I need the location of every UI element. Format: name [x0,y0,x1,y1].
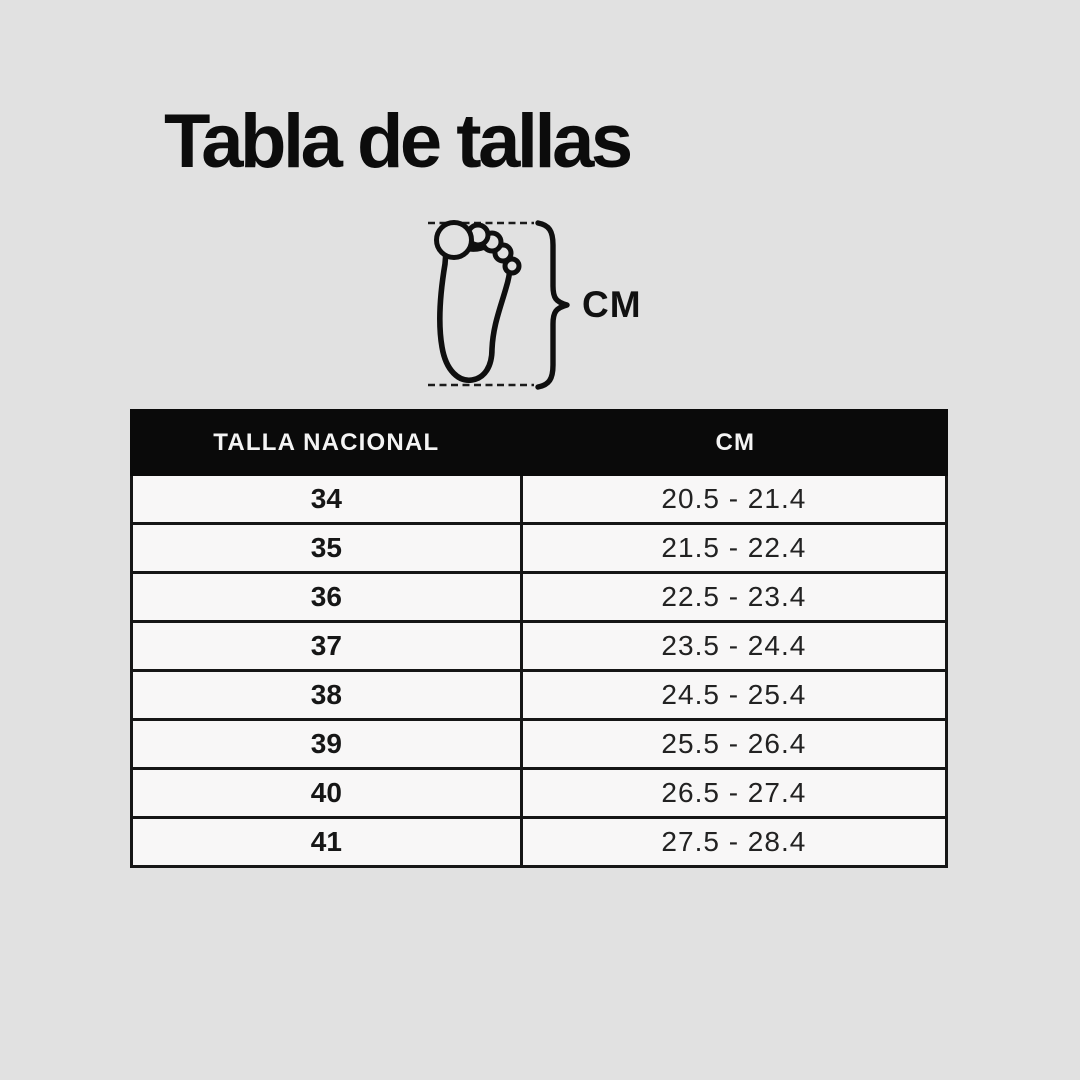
talla-cell: 37 [133,623,523,669]
table-row: 39 25.5 - 26.4 [133,718,945,767]
cm-range-cell: 20.5 - 21.4 [661,483,807,514]
talla-cell: 41 [133,819,523,865]
table-row: 37 23.5 - 24.4 [133,620,945,669]
header-talla-nacional: TALLA NACIONAL [213,428,440,456]
curly-brace-icon [535,220,570,390]
talla-cell: 36 [133,574,523,620]
size-table-body: 34 20.5 - 21.4 35 21.5 - 22.4 36 22.5 - 23.4 3… [130,476,948,868]
cm-range-cell: 24.5 - 25.4 [661,679,807,710]
cm-measurement-label: CM [582,284,642,325]
cm-range-cell: 26.5 - 27.4 [661,777,807,808]
talla-cell: 40 [133,770,523,816]
cm-range-cell: 27.5 - 28.4 [661,826,807,857]
header-cm: CM [715,428,756,456]
cm-range-cell: 21.5 - 22.4 [661,532,807,563]
size-table: TALLA NACIONAL CM 34 20.5 - 21.4 35 21.5 - … [130,409,948,868]
talla-cell: 34 [133,476,523,522]
page-title: Tabla de tallas [164,99,633,184]
cm-range-cell: 23.5 - 24.4 [661,630,807,661]
table-header-row: TALLA NACIONAL CM [130,409,948,476]
talla-cell: 35 [133,525,523,571]
table-row: 38 24.5 - 25.4 [133,669,945,718]
foot-outline-icon [434,220,522,383]
talla-cell: 38 [133,672,523,718]
table-row: 40 26.5 - 27.4 [133,767,945,816]
talla-cell: 39 [133,721,523,767]
foot-measurement-figure [428,220,570,390]
table-row: 36 22.5 - 23.4 [133,571,945,620]
cm-range-cell: 22.5 - 23.4 [661,581,807,612]
table-row: 41 27.5 - 28.4 [133,816,945,865]
cm-range-cell: 25.5 - 26.4 [661,728,807,759]
table-row: 35 21.5 - 22.4 [133,522,945,571]
table-row: 34 20.5 - 21.4 [133,476,945,522]
